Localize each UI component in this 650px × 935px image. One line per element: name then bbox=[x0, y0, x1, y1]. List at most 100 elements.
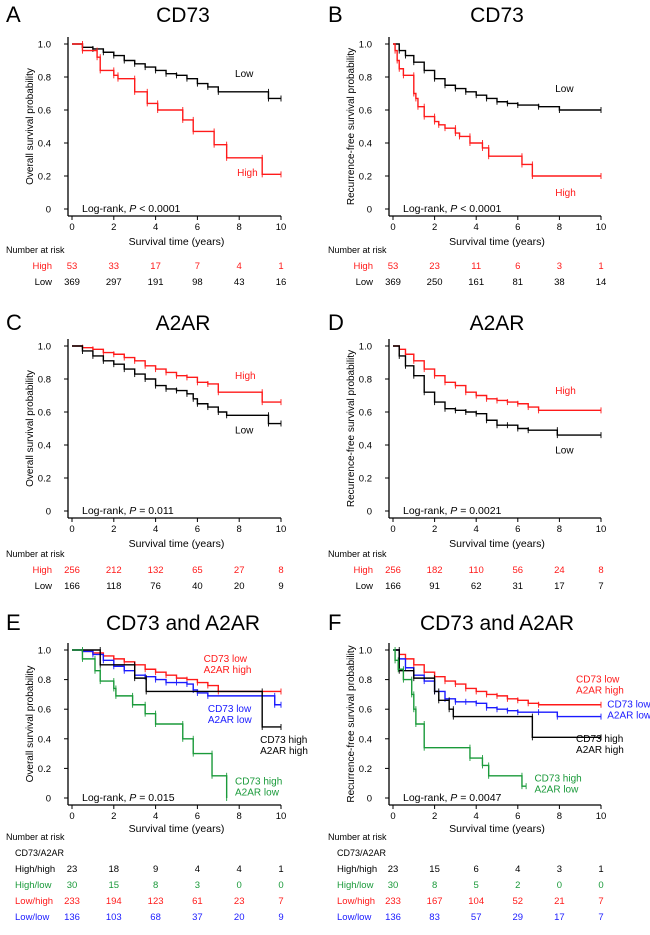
risk-count: 132 bbox=[148, 565, 164, 576]
km-curve-cd73-high-a2ar-high bbox=[72, 649, 281, 728]
risk-table: Number at risk High 256 182 110 56 24 8 Low 166 91… bbox=[328, 549, 604, 592]
risk-table-header: Number at risk bbox=[328, 245, 387, 255]
p-value: < 0.0001 bbox=[457, 203, 501, 215]
risk-count: 2 bbox=[515, 880, 520, 891]
x-tick-label: 10 bbox=[596, 524, 607, 535]
series-label: CD73 high bbox=[576, 734, 623, 745]
x-axis-label: Survival time (years) bbox=[129, 538, 225, 550]
series-label: A2AR high bbox=[576, 686, 624, 697]
risk-row-label: Low bbox=[356, 581, 374, 592]
p-value: = 0.0047 bbox=[457, 792, 501, 804]
x-tick-label: 0 bbox=[390, 222, 395, 233]
y-tick-label: 0.8 bbox=[38, 73, 51, 84]
risk-count: 297 bbox=[106, 277, 122, 288]
y-tick-label: 0.2 bbox=[38, 474, 51, 485]
p-value: = 0.015 bbox=[136, 792, 174, 804]
risk-table-header: Number at risk bbox=[6, 832, 65, 842]
logrank-prefix: Log-rank, bbox=[82, 505, 129, 517]
y-tick-label: 0 bbox=[46, 794, 51, 805]
risk-count: 14 bbox=[596, 277, 607, 288]
y-tick-label: 0.6 bbox=[38, 705, 51, 716]
series-label: CD73 low bbox=[576, 675, 620, 686]
risk-count: 8 bbox=[598, 565, 603, 576]
y-tick-label: 0.8 bbox=[359, 675, 372, 686]
risk-count: 118 bbox=[106, 581, 121, 592]
risk-table: Number at risk High 53 23 11 6 3 1 Low 369 250 161 8… bbox=[328, 245, 606, 288]
risk-count: 1 bbox=[598, 864, 603, 875]
y-tick-label: 1.0 bbox=[38, 342, 51, 353]
y-tick-label: 0.6 bbox=[359, 705, 372, 716]
risk-count: 250 bbox=[427, 277, 443, 288]
risk-table-group-header: CD73/A2AR bbox=[337, 848, 387, 858]
risk-count: 17 bbox=[554, 912, 565, 923]
risk-count: 194 bbox=[106, 896, 122, 907]
risk-count: 30 bbox=[388, 880, 399, 891]
risk-count: 0 bbox=[557, 880, 562, 891]
risk-count: 161 bbox=[468, 277, 484, 288]
risk-count: 53 bbox=[67, 261, 78, 272]
risk-count: 40 bbox=[192, 581, 203, 592]
risk-row-label: Low bbox=[35, 581, 53, 592]
logrank-annotation: Log-rank, P = 0.0047 bbox=[403, 792, 502, 804]
risk-count: 23 bbox=[234, 896, 245, 907]
risk-count: 4 bbox=[195, 864, 200, 875]
risk-count: 7 bbox=[598, 581, 603, 592]
risk-count: 0 bbox=[278, 880, 283, 891]
risk-count: 136 bbox=[385, 912, 401, 923]
risk-row-label: Low/low bbox=[337, 912, 371, 923]
p-value: = 0.011 bbox=[136, 505, 174, 517]
risk-count: 68 bbox=[150, 912, 161, 923]
risk-table: Number at risk High 53 33 17 7 4 1 Low 369 297 191 9… bbox=[6, 245, 286, 288]
logrank-prefix: Log-rank, bbox=[82, 792, 129, 804]
panel-title: CD73 and A2AR bbox=[106, 612, 260, 635]
risk-row-label: Low/high bbox=[337, 896, 375, 907]
series-label: CD73 high bbox=[260, 735, 307, 746]
risk-count: 31 bbox=[513, 581, 524, 592]
risk-count: 167 bbox=[427, 896, 443, 907]
x-tick-label: 6 bbox=[515, 524, 520, 535]
risk-count: 17 bbox=[150, 261, 161, 272]
risk-count: 24 bbox=[554, 565, 565, 576]
x-tick-label: 6 bbox=[195, 811, 200, 822]
x-tick-label: 8 bbox=[557, 222, 562, 233]
risk-count: 29 bbox=[513, 912, 524, 923]
panel-letter: C bbox=[6, 310, 22, 335]
logrank-prefix: Log-rank, bbox=[403, 203, 450, 215]
risk-count: 20 bbox=[234, 912, 245, 923]
y-tick-label: 1.0 bbox=[38, 646, 51, 657]
risk-count: 136 bbox=[64, 912, 80, 923]
y-tick-label: 0.2 bbox=[359, 474, 372, 485]
risk-row-label: High bbox=[32, 261, 52, 272]
risk-count: 233 bbox=[64, 896, 80, 907]
y-tick-label: 0.2 bbox=[359, 172, 372, 183]
x-tick-label: 8 bbox=[237, 524, 242, 535]
x-tick-label: 8 bbox=[237, 222, 242, 233]
y-tick-label: 0.6 bbox=[359, 408, 372, 419]
risk-row-label: Low bbox=[356, 277, 374, 288]
risk-count: 17 bbox=[554, 581, 565, 592]
series-label: High bbox=[555, 188, 576, 199]
x-tick-label: 4 bbox=[153, 811, 158, 822]
y-axis-label: Overall survival probability bbox=[25, 666, 36, 783]
series-label: A2AR low bbox=[607, 711, 650, 722]
panel-letter: D bbox=[328, 310, 344, 335]
y-tick-label: 0.2 bbox=[38, 764, 51, 775]
risk-count: 6 bbox=[515, 261, 520, 272]
risk-count: 8 bbox=[432, 880, 437, 891]
risk-count: 7 bbox=[598, 896, 603, 907]
p-value: < 0.0001 bbox=[136, 203, 180, 215]
risk-count: 37 bbox=[192, 912, 203, 923]
y-axis-label: Recurrence-free survival probability bbox=[346, 48, 357, 205]
y-tick-label: 0.6 bbox=[38, 408, 51, 419]
risk-count: 3 bbox=[195, 880, 200, 891]
x-tick-label: 10 bbox=[596, 811, 607, 822]
panel-c: C A2AR 0 0.2 0.4 0.6 0.8 1.0 0 2 4 6 8 10 Survival tim… bbox=[6, 310, 286, 592]
logrank-prefix: Log-rank, bbox=[403, 505, 450, 517]
risk-count: 182 bbox=[427, 565, 443, 576]
risk-count: 9 bbox=[278, 581, 283, 592]
series-label: CD73 low bbox=[607, 700, 650, 711]
risk-count: 15 bbox=[429, 864, 440, 875]
y-axis-label: Overall survival probability bbox=[25, 68, 36, 185]
